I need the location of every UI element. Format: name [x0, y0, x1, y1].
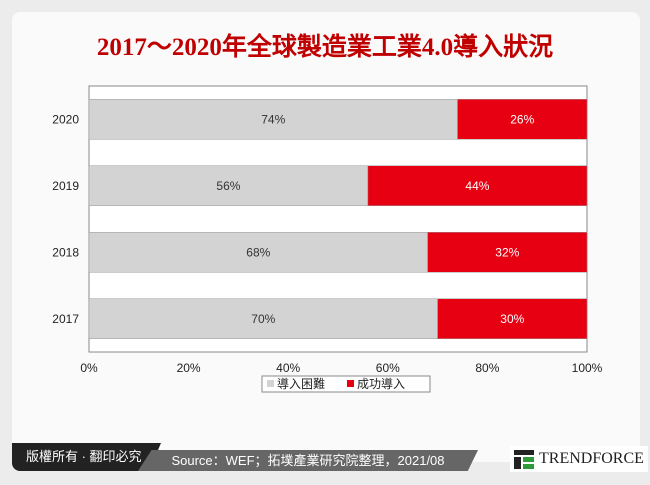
data-label: 44% — [465, 179, 489, 193]
data-label: 74% — [261, 112, 285, 126]
bar-success — [367, 165, 588, 206]
x-tick-label: 40% — [276, 361, 300, 375]
x-tick-label: 60% — [376, 361, 400, 375]
source-label: Source：WEF；拓墣產業研究院整理，2021/08 — [138, 450, 478, 471]
brand-name: TRENDFORCE — [539, 450, 644, 467]
y-tick-label: 2018 — [52, 245, 79, 259]
bar-success — [457, 99, 588, 140]
y-tick-label: 2019 — [52, 179, 79, 193]
x-tick-label: 0% — [80, 361, 98, 375]
bar-difficulty — [88, 165, 369, 206]
data-label: 70% — [251, 312, 275, 326]
data-label: 56% — [216, 179, 240, 193]
bar-success — [427, 232, 588, 273]
chart-title: 2017～2020年全球製造業工業4.0導入狀況 — [96, 34, 554, 61]
bar-difficulty — [88, 232, 428, 273]
x-tick-label: 100% — [572, 361, 603, 375]
data-label: 32% — [495, 245, 519, 259]
data-label: 30% — [500, 312, 524, 326]
y-tick-label: 2017 — [52, 312, 79, 326]
bar-difficulty — [88, 298, 438, 339]
trendforce-logo: TRENDFORCE — [510, 446, 648, 472]
trendforce-logo-icon — [514, 450, 534, 469]
legend-swatch — [267, 380, 274, 387]
data-label: 26% — [510, 112, 534, 126]
legend-label: 導入困難 — [277, 376, 325, 391]
x-tick-label: 80% — [475, 361, 499, 375]
legend-label: 成功導入 — [357, 377, 405, 391]
copyright-label: 版權所有 · 翻印必究 — [12, 443, 161, 471]
bar-success — [437, 298, 588, 339]
legend-swatch — [347, 380, 354, 387]
legend-box — [261, 375, 431, 393]
x-tick-label: 20% — [177, 361, 201, 375]
y-tick-label: 2020 — [52, 112, 79, 126]
data-label: 68% — [246, 245, 270, 259]
